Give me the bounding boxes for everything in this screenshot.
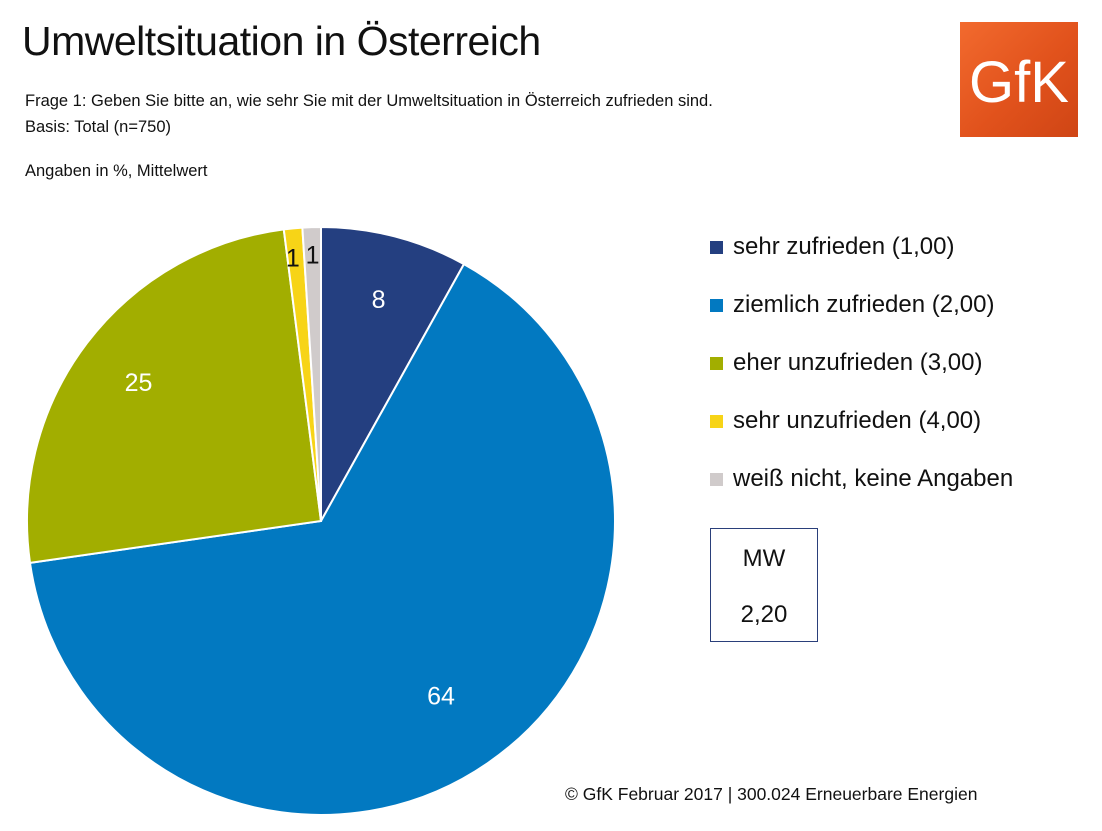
pie-slice xyxy=(320,225,466,525)
slice-data-label: 1 xyxy=(286,245,300,273)
chart-title: Umweltsituation in Österreich xyxy=(22,18,541,64)
pie-chart: 8 64 25 1 1 xyxy=(26,225,616,816)
question-text: Frage 1: Geben Sie bitte an, wie sehr Si… xyxy=(25,92,713,110)
pie-slice xyxy=(301,225,322,522)
legend-label: sehr unzufrieden (4,00) xyxy=(733,407,982,434)
legend-label: eher unzufrieden (3,00) xyxy=(733,349,983,376)
slice-data-label: 8 xyxy=(372,286,386,314)
legend-swatch xyxy=(710,472,723,486)
basis-text: Basis: Total (n=750) xyxy=(25,118,171,136)
slice-data-label: 25 xyxy=(125,369,153,397)
mean-label: MW xyxy=(742,545,786,572)
legend-swatch xyxy=(710,356,723,370)
gfk-logo: GfK xyxy=(960,22,1078,137)
legend-label: weiß nicht, keine Angaben xyxy=(733,465,1014,492)
legend-item: sehr unzufrieden (4,00) xyxy=(710,392,1013,450)
slice-data-label: 1 xyxy=(306,242,320,270)
pie-slice xyxy=(26,228,323,564)
legend-item: ziemlich zufrieden (2,00) xyxy=(710,276,1013,334)
legend: sehr zufrieden (1,00) ziemlich zufrieden… xyxy=(710,218,1013,508)
mean-value-box: MW 2,20 xyxy=(710,528,818,642)
legend-swatch xyxy=(710,414,723,428)
mean-value: 2,20 xyxy=(740,601,788,628)
units-note: Angaben in %, Mittelwert xyxy=(25,162,208,180)
logo-text: GfK xyxy=(969,50,1069,115)
legend-item: weiß nicht, keine Angaben xyxy=(710,450,1013,508)
legend-label: sehr zufrieden (1,00) xyxy=(733,233,955,260)
legend-label: ziemlich zufrieden (2,00) xyxy=(733,291,995,318)
legend-swatch xyxy=(710,298,723,312)
pie-slice xyxy=(28,262,616,816)
footer-copyright: © GfK Februar 2017 | 300.024 Erneuerbare… xyxy=(565,784,978,804)
legend-item: sehr zufrieden (1,00) xyxy=(710,218,1013,276)
legend-swatch xyxy=(710,240,723,254)
legend-item: eher unzufrieden (3,00) xyxy=(710,334,1013,392)
slice-data-label: 64 xyxy=(427,682,455,710)
